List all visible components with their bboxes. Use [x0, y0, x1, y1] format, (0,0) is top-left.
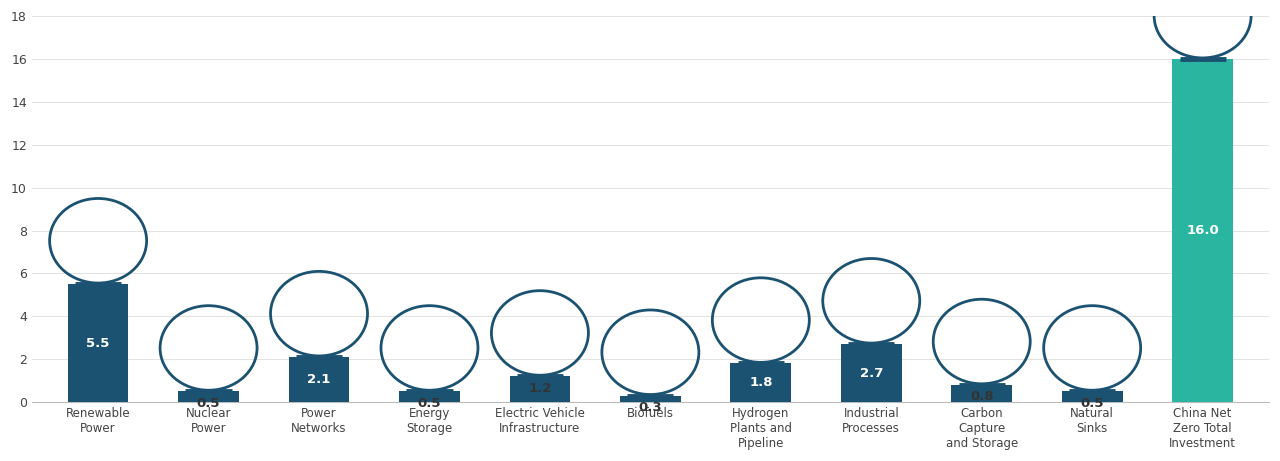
Text: 0.5: 0.5: [1080, 396, 1103, 410]
Bar: [509, 376, 571, 402]
Bar: [620, 396, 681, 402]
Text: 16.0: 16.0: [1187, 224, 1219, 237]
Bar: [951, 385, 1012, 402]
Bar: [841, 344, 901, 402]
Text: 1.2: 1.2: [529, 382, 552, 395]
Bar: [178, 391, 239, 402]
Bar: [1062, 391, 1123, 402]
Text: 1.8: 1.8: [749, 376, 773, 389]
Text: 2.1: 2.1: [307, 373, 330, 386]
Bar: [68, 284, 128, 402]
Text: 0.3: 0.3: [639, 401, 662, 414]
Text: 0.5: 0.5: [417, 396, 442, 410]
Bar: [289, 357, 349, 402]
Text: 5.5: 5.5: [87, 337, 110, 349]
Text: 0.8: 0.8: [970, 390, 993, 403]
Text: 2.7: 2.7: [860, 366, 883, 379]
Bar: [731, 363, 791, 402]
Bar: [399, 391, 460, 402]
Bar: [1172, 59, 1233, 402]
Text: 0.5: 0.5: [197, 396, 220, 410]
